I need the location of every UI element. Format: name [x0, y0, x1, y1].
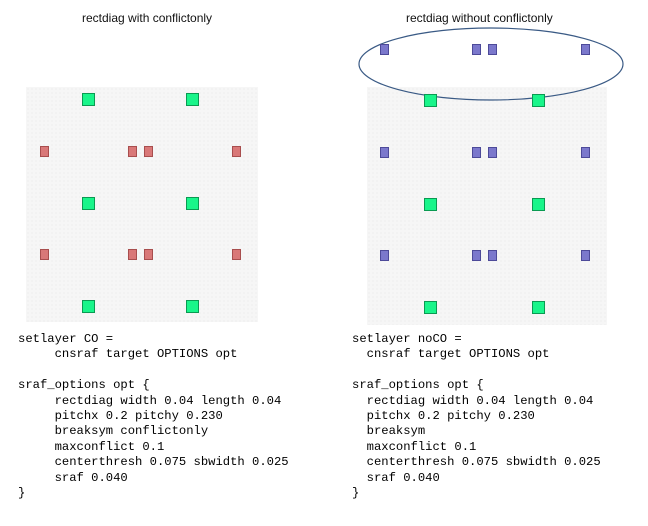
target-square: [424, 94, 437, 107]
right-layout-area: [367, 87, 607, 325]
sraf-square: [488, 44, 497, 55]
sraf-square: [488, 250, 497, 261]
target-square: [186, 93, 199, 106]
right-code-block: setlayer noCO = cnsraf target OPTIONS op…: [352, 332, 601, 501]
sraf-square: [144, 146, 153, 157]
sraf-square: [488, 147, 497, 158]
left-code-block: setlayer CO = cnsraf target OPTIONS opt …: [18, 332, 289, 501]
target-square: [532, 198, 545, 211]
target-square: [424, 301, 437, 314]
left-panel-title: rectdiag with conflictonly: [82, 11, 213, 25]
target-square: [424, 198, 437, 211]
target-square: [82, 300, 95, 313]
target-square: [532, 301, 545, 314]
target-square: [186, 300, 199, 313]
sraf-square: [380, 44, 389, 55]
sraf-square: [40, 146, 49, 157]
sraf-square: [380, 147, 389, 158]
sraf-square: [128, 146, 137, 157]
highlight-ellipse: [358, 27, 624, 101]
sraf-square: [472, 147, 481, 158]
sraf-square: [232, 249, 241, 260]
sraf-square: [40, 249, 49, 260]
sraf-square: [581, 250, 590, 261]
sraf-square: [581, 44, 590, 55]
target-square: [82, 197, 95, 210]
target-square: [186, 197, 199, 210]
sraf-square: [581, 147, 590, 158]
sraf-square: [128, 249, 137, 260]
sraf-square: [472, 250, 481, 261]
target-square: [532, 94, 545, 107]
sraf-square: [232, 146, 241, 157]
sraf-square: [472, 44, 481, 55]
sraf-square: [380, 250, 389, 261]
target-square: [82, 93, 95, 106]
right-panel-title: rectdiag without conflictonly: [406, 11, 553, 25]
sraf-square: [144, 249, 153, 260]
left-layout-area: [26, 87, 258, 322]
